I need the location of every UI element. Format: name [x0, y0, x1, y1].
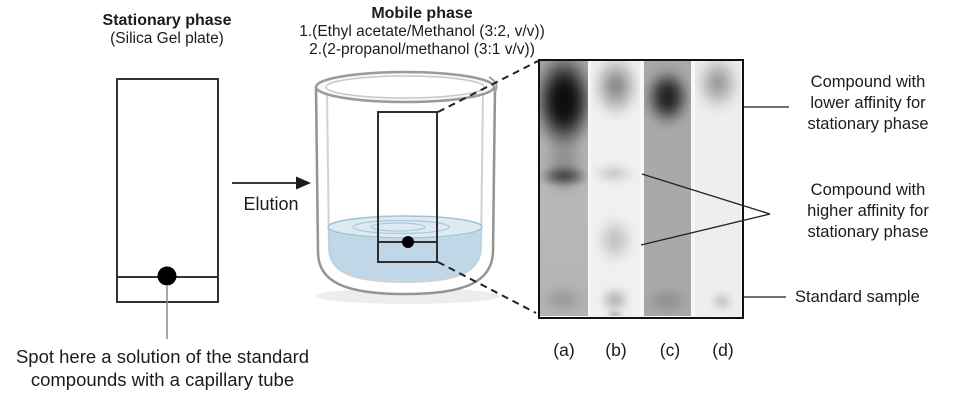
beaker-illustration: [314, 70, 500, 304]
lane-c-top-spot: [644, 67, 691, 127]
lane-b-origin-dot: [606, 310, 624, 316]
standard-sample-annotation: Standard sample: [795, 288, 920, 306]
beaker-rim: [314, 70, 496, 104]
beaker-outer-wall: [314, 86, 497, 296]
tlc-lane-a: [540, 61, 588, 316]
plate-in-beaker-body: [378, 112, 437, 262]
spot-instruction-caption: Spot here a solution of the standard com…: [0, 346, 325, 391]
elution-arrow-head: [296, 176, 311, 190]
tlc-lane-b: [591, 61, 640, 316]
lane-label-b: (b): [605, 340, 627, 360]
elution-arrow: [232, 176, 311, 190]
plate-in-beaker-spot: [402, 236, 414, 248]
beaker-inner-wall: [326, 91, 484, 284]
lane-label-c: (c): [659, 340, 681, 360]
lane-b-top-spot: [593, 61, 639, 117]
lane-label-a: (a): [553, 340, 575, 360]
tlc-result-image: [538, 59, 744, 319]
lane-c-origin-spot: [645, 289, 689, 313]
silica-plate-spot: [157, 266, 177, 286]
lane-b-middle-band: [593, 164, 635, 183]
plate-in-beaker-outline: [377, 111, 438, 263]
mobile-phase-solvent-2: 2.(2-propanol/methanol (3:1 v/v)): [309, 40, 535, 58]
stationary-phase-header: Stationary phase (Silica Gel plate): [58, 12, 276, 48]
mobile-phase-header: Mobile phase 1.(Ethyl acetate/Methanol (…: [272, 5, 572, 58]
lane-a-middle-band: [540, 165, 588, 187]
lane-a-origin-spot: [541, 287, 585, 311]
stationary-phase-subtitle: (Silica Gel plate): [110, 30, 224, 48]
lower-affinity-annotation: Compound with lower affinity for station…: [807, 73, 929, 134]
spot-instruction-line-2: compounds with a capillary tube: [30, 368, 295, 390]
solvent-ripple-inner: [370, 222, 426, 232]
lane-d-top-spot: [696, 61, 740, 111]
tlc-lane-d: [695, 61, 741, 316]
higher-affinity-annotation: Compound with higher affinity for statio…: [807, 181, 929, 242]
tlc-lane-c: [644, 61, 691, 316]
mobile-phase-title: Mobile phase: [371, 5, 473, 22]
beaker-rim-inner: [325, 75, 485, 99]
spot-instruction-line-1: Spot here a solution of the standard: [15, 346, 310, 367]
lane-b-origin-spot: [600, 287, 630, 313]
silica-plate-outline: [116, 78, 219, 303]
solvent-surface: [327, 215, 483, 239]
beaker-spout: [488, 76, 498, 94]
mobile-phase-solvent-1: 1.(Ethyl acetate/Methanol (3:2, v/v)): [299, 23, 545, 41]
elution-label: Elution: [243, 194, 299, 214]
lane-d-origin-spot: [710, 291, 734, 312]
lane-b-lower-spot: [597, 217, 633, 263]
beaker-shadow: [316, 288, 500, 304]
solvent-liquid: [328, 227, 482, 281]
stationary-phase-title: Stationary phase: [102, 12, 232, 29]
lane-label-d: (d): [712, 340, 734, 360]
zoom-dashed-line-bottom: [437, 261, 537, 314]
zoom-dashed-line-top: [437, 60, 539, 113]
silica-plate-illustration: [116, 78, 219, 339]
solvent-ripple-outer: [352, 219, 450, 235]
